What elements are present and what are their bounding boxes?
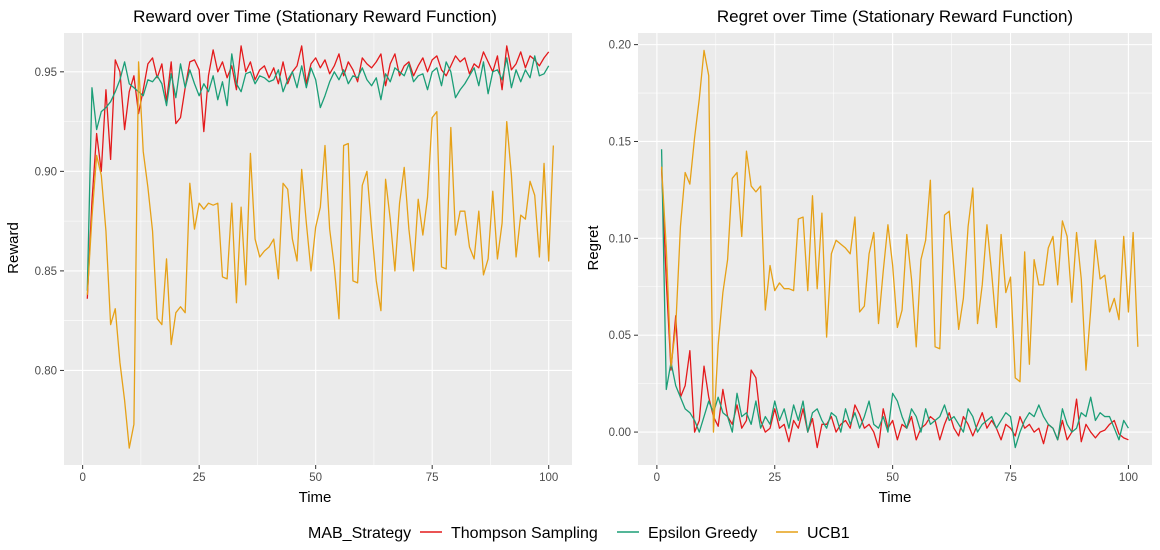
legend-title: MAB_Strategy: [308, 525, 411, 542]
y-tick-label: 0.10: [609, 233, 631, 245]
y-axis-title: Reward: [5, 222, 22, 274]
series-line-ucb1: [660, 49, 1139, 433]
reward-chart: 0 25 50 75 100 0.80 0.85 0.90 0.95 Reward over T…: [5, 7, 572, 506]
y-tick-label: 0.90: [35, 166, 57, 178]
legend-label-ucb1: UCB1: [807, 525, 850, 542]
x-axis-title: Time: [299, 489, 332, 506]
x-tick-label: 0: [654, 472, 660, 484]
x-tick-label: 50: [886, 472, 899, 484]
panel-background: [64, 33, 572, 465]
y-tick-label: 0.05: [609, 330, 631, 342]
series-line-thompson-sampling: [86, 45, 550, 299]
legend-label-epsilon-greedy: Epsilon Greedy: [648, 525, 757, 542]
y-tick-label: 0.85: [35, 266, 57, 278]
y-tick-label: 0.20: [609, 40, 631, 52]
y-tick-label: 0.00: [609, 427, 631, 439]
chart-title: Regret over Time (Stationary Reward Func…: [717, 7, 1073, 26]
y-tick-label: 0.95: [35, 67, 57, 79]
x-tick-label: 0: [79, 472, 85, 484]
x-tick-label: 100: [1119, 472, 1138, 484]
series-line-epsilon-greedy: [86, 53, 550, 291]
legend-label-thompson-sampling: Thompson Sampling: [451, 525, 598, 542]
x-tick-label: 100: [539, 472, 558, 484]
x-tick-label: 75: [426, 472, 439, 484]
y-tick-label: 0.80: [35, 365, 57, 377]
chart-title: Reward over Time (Stationary Reward Func…: [133, 7, 497, 26]
reward-plot-area: 0 25 50 75 100 0.80 0.85 0.90 0.95: [35, 33, 572, 484]
regret-chart: 0 25 50 75 100 0.00 0.05 0.10 0.15 0.20 Regret ov…: [585, 7, 1152, 506]
series-line-epsilon-greedy: [660, 149, 1129, 449]
x-tick-label: 75: [1004, 472, 1017, 484]
x-axis-title: Time: [879, 489, 912, 506]
x-tick-label: 25: [768, 472, 781, 484]
legend: MAB_Strategy Thompson Sampling Epsilon G…: [308, 525, 850, 542]
y-tick-label: 0.15: [609, 136, 631, 148]
x-tick-label: 25: [193, 472, 206, 484]
y-axis-title: Regret: [585, 225, 602, 271]
series-line-ucb1: [86, 61, 555, 449]
x-tick-label: 50: [309, 472, 322, 484]
regret-plot-area: 0 25 50 75 100 0.00 0.05 0.10 0.15 0.20: [609, 33, 1152, 484]
